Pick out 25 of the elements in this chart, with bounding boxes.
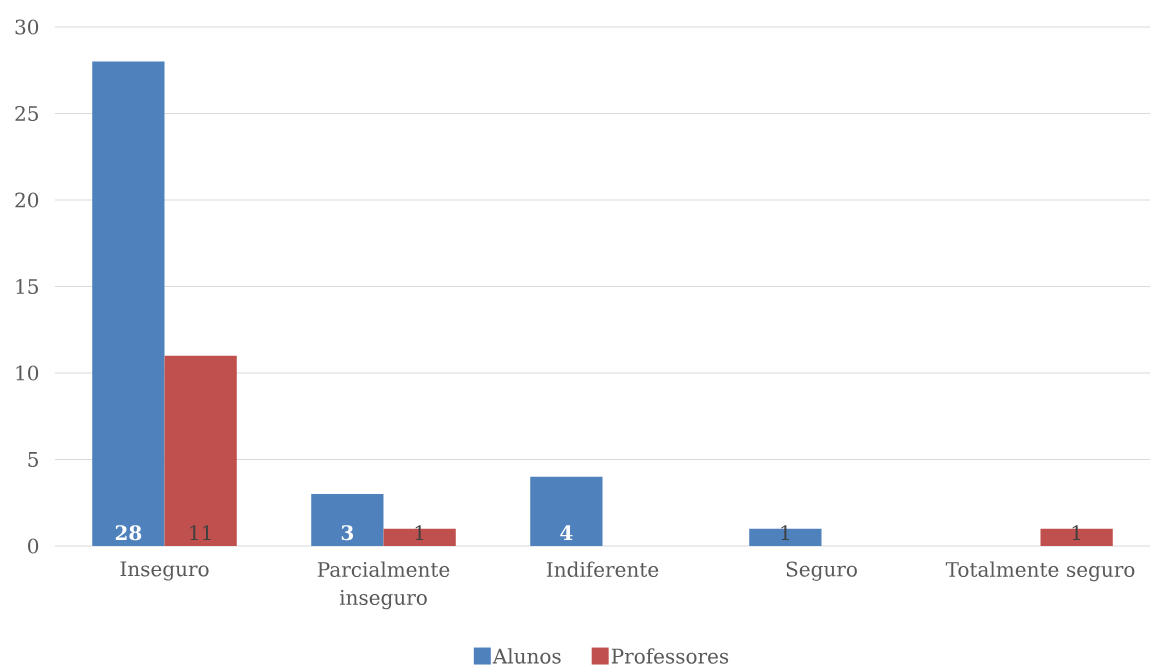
x-tick-label: Totalmente seguro <box>945 561 1135 582</box>
data-label: 1 <box>415 525 424 540</box>
x-tick-label: Inseguro <box>120 561 209 581</box>
y-tick-label: 10 <box>16 365 39 381</box>
y-tick-label: 0 <box>28 538 39 554</box>
y-tick-label: 5 <box>28 452 38 467</box>
data-label: 11 <box>190 525 211 540</box>
x-tick-label: Indiferente <box>546 561 659 577</box>
x-tick-label: Parcialmente inseguro <box>317 561 450 610</box>
x-tick-label: Seguro <box>786 561 857 581</box>
bar <box>164 355 237 546</box>
data-label: 3 <box>341 525 354 541</box>
legend-label: Alunos <box>492 648 561 664</box>
bar <box>530 476 603 546</box>
data-label: 28 <box>115 525 142 541</box>
y-tick-label: 15 <box>16 278 38 295</box>
data-label: 1 <box>781 525 789 540</box>
data-label: 4 <box>560 525 573 540</box>
legend-label: Professores <box>611 648 729 664</box>
y-tick-label: 30 <box>15 19 39 35</box>
y-tick-label: 20 <box>15 192 39 208</box>
y-tick-label: 25 <box>15 105 38 122</box>
bar <box>92 61 165 546</box>
bar <box>311 494 384 546</box>
data-label: 1 <box>1072 525 1081 540</box>
